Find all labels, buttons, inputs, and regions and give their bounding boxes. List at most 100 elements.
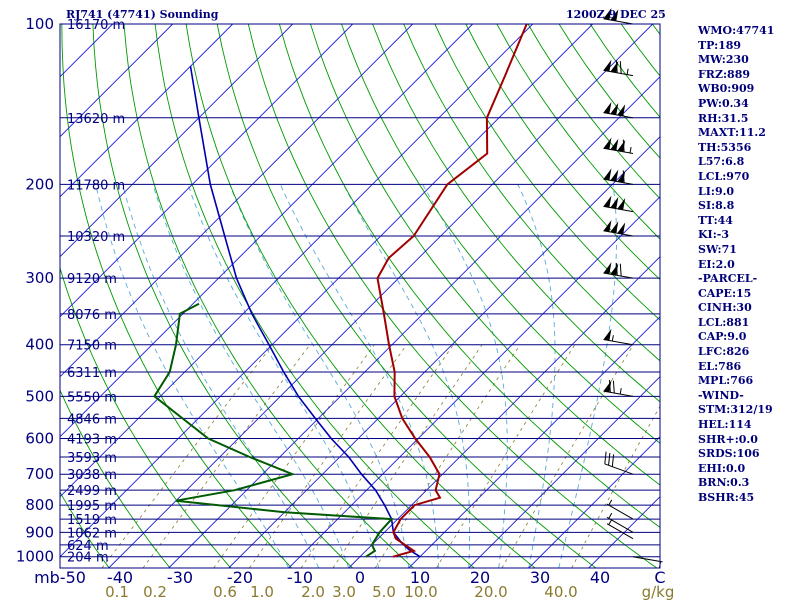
stat-line: CAP:9.0 — [698, 330, 747, 344]
stat-line: PW:0.34 — [698, 96, 749, 110]
barb-pennant — [610, 9, 619, 22]
height-label: 8076 m — [67, 308, 117, 323]
stat-line: FRZ:889 — [698, 67, 751, 81]
mixing-ratio-line — [142, 344, 311, 568]
temperature-tick-label: mb-50 — [34, 568, 86, 587]
pressure-tick-label: 600 — [25, 430, 54, 448]
barb-pennant — [610, 196, 619, 209]
mixing-ratio-label: 0.1 — [105, 583, 129, 600]
barb-staff — [632, 556, 663, 563]
stat-line: MAXT:11.2 — [698, 126, 766, 140]
dry-adiabat — [61, 24, 293, 568]
barb-flag — [608, 452, 611, 466]
wind-barb — [604, 451, 634, 475]
mixing-ratio-line — [374, 344, 521, 568]
wind-barb — [606, 499, 634, 520]
moist-adiabat — [422, 184, 508, 568]
pressure-tick-label: 300 — [25, 269, 54, 287]
temperature-tick-label: 20 — [470, 568, 490, 587]
height-label: 5550 m — [67, 390, 117, 405]
wind-barb — [603, 137, 634, 154]
barb-half — [608, 512, 613, 519]
dry-adiabat — [278, 24, 660, 528]
wind-barbs — [603, 8, 663, 568]
height-label: 4193 m — [67, 433, 117, 448]
isotherm — [60, 24, 594, 558]
mixing-ratio-line — [249, 344, 408, 568]
stat-line: LCL:970 — [698, 169, 750, 183]
stat-line: TT:44 — [698, 213, 733, 227]
mixing-ratio-label: 0.6 — [213, 583, 237, 600]
mixing-ratio-label: 10.0 — [404, 583, 437, 600]
barb-flag — [608, 379, 611, 393]
wind-barb — [603, 8, 634, 25]
stat-line: BSHR:45 — [698, 491, 755, 504]
stat-line: HEL:114 — [698, 418, 752, 432]
barb-pennant — [610, 103, 619, 115]
dewpoint-trace — [153, 302, 394, 558]
wind-barb — [606, 512, 634, 533]
moist-adiabat — [279, 184, 440, 568]
mixing-ratio-label: g/kg — [642, 583, 675, 600]
height-label: 10320 m — [67, 230, 125, 245]
dry-adiabat — [341, 24, 660, 444]
moist-adiabat — [152, 184, 350, 568]
isotherm — [60, 24, 474, 438]
isotherms — [60, 24, 660, 568]
barb-staff — [603, 69, 634, 77]
parcel-trace — [189, 66, 421, 558]
moist-adiabat — [187, 184, 380, 568]
temperature-tick-label: -10 — [287, 568, 313, 587]
wind-barb — [603, 262, 634, 279]
wind-barb — [603, 101, 634, 119]
wind-barb — [603, 195, 634, 213]
barb-half — [629, 146, 632, 154]
temperature-tick-label: 30 — [530, 568, 550, 587]
pressure-tick-label: 900 — [25, 523, 54, 541]
stat-line: LCL:881 — [698, 315, 750, 329]
temperature-tick-label: 40 — [590, 568, 610, 587]
pressure-tick-label: 500 — [25, 387, 54, 405]
mixing-ratio-label: 5.0 — [372, 583, 396, 600]
barb-pennant — [603, 137, 612, 150]
dry-adiabat — [92, 24, 353, 568]
barb-pennant — [603, 168, 612, 181]
pressure-tick-label: 1000 — [16, 548, 54, 566]
height-label: 7150 m — [67, 339, 117, 354]
barb-pennant — [617, 198, 626, 210]
barb-staff — [606, 516, 634, 533]
barb-staff — [603, 18, 634, 25]
dry-adiabat — [310, 24, 660, 486]
isotherm — [60, 24, 354, 318]
mixing-ratio-label: 40.0 — [544, 583, 577, 600]
temperature-tick-label: 10 — [410, 568, 430, 587]
barb-flag — [615, 263, 618, 276]
wind-barb — [603, 379, 634, 397]
stat-line: -WIND- — [698, 388, 744, 402]
stat-line: WMO:47741 — [698, 24, 775, 37]
mixing-ratio-label: 2.0 — [301, 583, 325, 600]
stat-line: EL:786 — [698, 359, 742, 373]
mixing-ratio-line — [332, 344, 483, 568]
stat-line: MPL:766 — [698, 374, 754, 388]
stat-line: RH:31.5 — [698, 111, 749, 125]
temperature-tick-label: -20 — [227, 568, 253, 587]
stat-line: WB0:909 — [698, 82, 755, 96]
barb-half — [626, 68, 629, 75]
isotherm — [60, 24, 234, 198]
pressure-tick-label: 400 — [25, 336, 54, 354]
wind-barb — [603, 220, 634, 237]
height-label: 4846 m — [67, 412, 117, 427]
barb-pennant — [617, 104, 626, 117]
barb-staff — [604, 463, 634, 475]
dry-adiabat — [434, 24, 660, 321]
wind-barb — [606, 519, 634, 540]
pressure-tick-label: 700 — [25, 465, 54, 483]
dry-adiabat — [185, 24, 536, 568]
isotherm — [288, 196, 660, 568]
barb-flag — [615, 60, 618, 73]
temperature-tick-label: -40 — [107, 568, 133, 587]
barb-half — [608, 499, 613, 506]
isotherm — [60, 24, 294, 258]
wind-barb — [603, 168, 634, 185]
